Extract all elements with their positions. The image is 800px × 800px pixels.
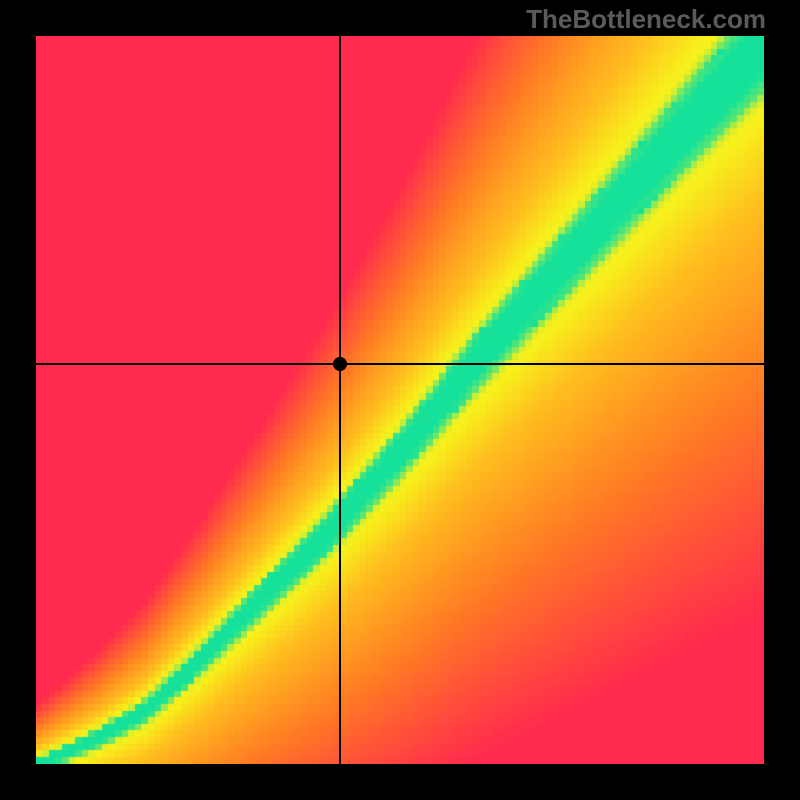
bottleneck-heatmap — [36, 36, 764, 764]
crosshair-marker — [333, 357, 347, 371]
watermark-text: TheBottleneck.com — [526, 4, 766, 35]
crosshair-horizontal — [36, 363, 764, 365]
crosshair-vertical — [339, 36, 341, 764]
